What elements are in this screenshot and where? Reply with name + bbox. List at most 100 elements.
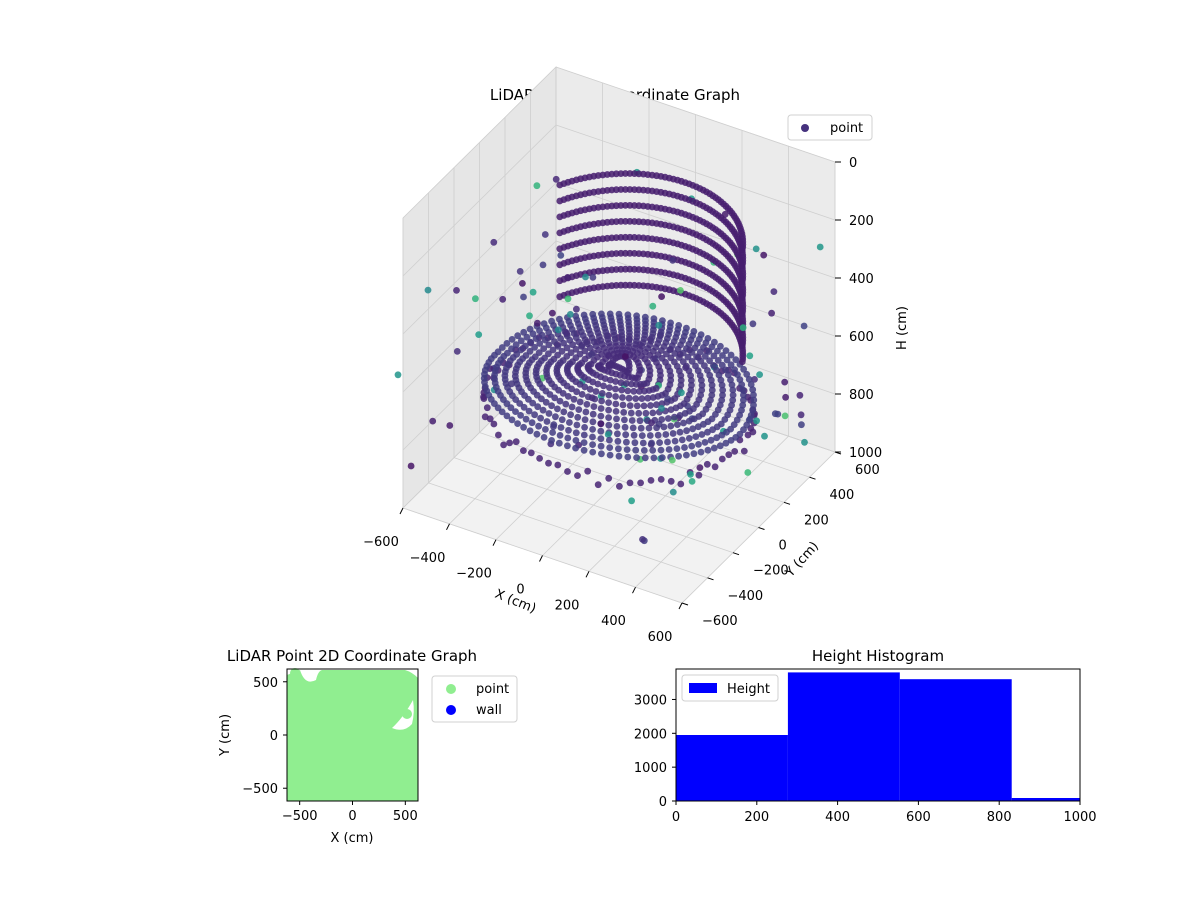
point-3d <box>698 431 706 438</box>
point-3d <box>753 417 760 425</box>
point-3d <box>744 469 752 476</box>
point-3d <box>722 347 730 354</box>
z-tick-label: 600 <box>849 330 874 345</box>
point-3d <box>606 384 613 391</box>
point-3d <box>508 336 516 343</box>
point-3d <box>512 408 519 415</box>
point-3d <box>637 424 645 432</box>
point-3d <box>749 320 757 328</box>
point-3d <box>538 395 545 403</box>
point-3d <box>642 409 650 417</box>
point-3d <box>738 310 746 318</box>
point-3d <box>761 432 768 440</box>
point-3d <box>697 357 705 365</box>
point-3d <box>658 293 665 300</box>
point-3d <box>605 391 613 399</box>
histogram-bar <box>676 735 788 801</box>
point-3d <box>576 398 584 406</box>
x-tick-label: 800 <box>987 810 1012 825</box>
z-tick-label: 800 <box>849 388 874 403</box>
point-3d <box>612 385 619 393</box>
x-tick-label: 500 <box>393 809 418 824</box>
point-3d <box>682 364 689 371</box>
point-3d <box>486 415 494 423</box>
point-3d <box>664 415 672 422</box>
point-3d <box>731 366 738 373</box>
point-3d <box>516 400 524 407</box>
point-3d <box>638 432 646 439</box>
point-3d <box>705 348 713 355</box>
point-3d <box>490 238 498 246</box>
point-3d <box>619 401 627 409</box>
point-3d <box>583 401 591 408</box>
point-3d <box>649 409 657 417</box>
point-3d <box>590 403 598 410</box>
point-3d <box>503 340 511 347</box>
point-3d <box>543 418 551 425</box>
point-3d <box>718 381 726 389</box>
gridline <box>402 66 557 219</box>
point-3d <box>633 454 640 461</box>
point-3d <box>498 408 506 416</box>
point-3d <box>549 429 556 436</box>
point-3d <box>669 257 677 264</box>
point-3d <box>564 468 571 475</box>
point-3d <box>548 402 555 410</box>
point-3d <box>542 426 549 433</box>
point-3d <box>520 423 527 431</box>
gridline <box>479 432 759 528</box>
point-3d <box>648 439 655 447</box>
point-3d <box>743 370 751 378</box>
point-3d <box>598 390 606 397</box>
point-3d <box>574 413 582 421</box>
legend-height-swatch <box>689 683 717 693</box>
y-tick-label: −400 <box>728 589 764 604</box>
point-3d <box>619 394 626 401</box>
point-3d <box>555 439 563 447</box>
point-3d <box>560 408 568 416</box>
point-3d <box>568 385 575 393</box>
point-3d <box>453 287 460 294</box>
gridline <box>555 124 836 221</box>
point-3d <box>564 295 572 303</box>
point-3d <box>558 347 566 355</box>
point-3d <box>640 447 648 454</box>
point-3d <box>531 343 538 351</box>
point-3d <box>615 445 622 453</box>
point-3d <box>563 344 571 352</box>
point-3d <box>677 287 684 294</box>
point-3d <box>582 273 589 281</box>
point-3d <box>781 412 789 420</box>
y-tick-label: 500 <box>253 676 278 691</box>
x-tick-label: −200 <box>456 567 492 582</box>
point-3d <box>592 388 600 395</box>
point-3d <box>606 436 613 444</box>
point-3d <box>552 413 559 421</box>
point-3d <box>770 288 778 295</box>
point-3d <box>738 294 746 302</box>
point-3d <box>620 409 628 416</box>
point-3d <box>600 382 607 390</box>
point-3d <box>605 399 612 406</box>
point-3d <box>613 423 621 430</box>
point-3d <box>668 456 676 464</box>
point-3d <box>612 400 620 408</box>
point-3d <box>532 335 540 342</box>
point-3d <box>526 427 534 435</box>
point-3d <box>526 312 533 320</box>
point-3d <box>653 401 660 409</box>
point-3d <box>679 349 687 357</box>
point-3d <box>551 338 558 345</box>
point-3d <box>711 463 719 471</box>
y-tick-label: 2000 <box>634 727 667 742</box>
point-3d <box>556 277 564 285</box>
point-3d <box>645 424 653 432</box>
point-3d <box>517 337 525 345</box>
point-3d <box>690 450 698 458</box>
point-3d <box>683 451 690 459</box>
point-3d <box>701 352 709 360</box>
point-3d <box>752 245 760 253</box>
point-3d <box>781 378 789 386</box>
point-3d <box>716 442 724 450</box>
point-3d <box>556 181 564 189</box>
